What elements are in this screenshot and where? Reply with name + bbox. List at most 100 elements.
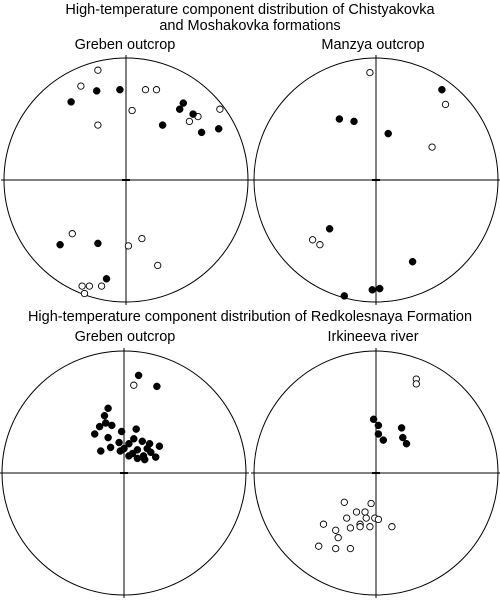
plot-title-irkineeva: Irkineeva river xyxy=(327,329,419,345)
data-point-open xyxy=(366,68,374,77)
plot-title-manzya: Manzya outcrop xyxy=(321,37,425,53)
data-point-open xyxy=(374,515,383,524)
data-point-open xyxy=(343,514,351,522)
data-point-open xyxy=(141,86,150,94)
data-point-open xyxy=(97,282,106,290)
data-point-filled xyxy=(106,443,115,452)
data-point-filled xyxy=(397,424,406,432)
data-point-open xyxy=(388,523,396,531)
data-point-open xyxy=(308,236,317,244)
data-point-open xyxy=(216,105,224,113)
section-title-chistyakovka: High-temperature component distribution … xyxy=(65,2,435,34)
data-point-filled xyxy=(368,286,377,294)
data-point-open xyxy=(128,106,136,115)
section-title-redkolesnaya: High-temperature component distribution … xyxy=(27,309,473,325)
data-point-filled xyxy=(125,452,133,460)
data-point-filled xyxy=(374,421,383,430)
data-point-filled xyxy=(325,225,334,233)
data-point-filled xyxy=(197,128,206,137)
plot-title-greben-2: Greben outcrop xyxy=(74,329,176,345)
data-point-open xyxy=(138,234,146,243)
data-point-open xyxy=(319,520,328,528)
data-point-open xyxy=(315,542,323,550)
data-point-filled xyxy=(95,422,104,431)
data-point-filled xyxy=(56,240,64,249)
data-point-open xyxy=(428,143,436,151)
data-point-open xyxy=(361,508,369,516)
data-point-filled xyxy=(102,275,111,283)
data-point-filled xyxy=(402,439,411,448)
data-point-open xyxy=(94,66,102,74)
data-point-open xyxy=(124,242,133,250)
data-point-open xyxy=(85,282,94,290)
data-point-open xyxy=(340,498,348,506)
data-point-filled xyxy=(140,455,149,464)
data-point-filled xyxy=(399,433,407,442)
data-point-open xyxy=(77,82,85,90)
data-point-filled xyxy=(374,430,383,438)
data-point-filled xyxy=(340,292,349,300)
data-point-open xyxy=(352,508,361,516)
data-point-filled xyxy=(104,433,112,442)
data-point-open xyxy=(78,282,86,290)
data-point-open xyxy=(154,261,162,270)
stereonet-greben-1 xyxy=(1,55,251,305)
data-point-filled xyxy=(147,448,155,457)
data-point-filled xyxy=(189,110,197,118)
data-point-filled xyxy=(67,98,75,106)
data-point-filled xyxy=(130,435,138,443)
data-point-filled xyxy=(115,438,123,447)
data-point-filled xyxy=(179,99,188,107)
data-point-filled xyxy=(100,411,109,420)
data-point-filled xyxy=(379,436,388,444)
data-point-open xyxy=(334,534,342,542)
data-point-filled xyxy=(151,453,160,461)
data-point-open xyxy=(152,86,161,94)
data-point-filled xyxy=(214,125,223,133)
data-point-filled xyxy=(158,121,167,129)
data-point-filled xyxy=(133,454,142,463)
data-point-open xyxy=(346,524,355,532)
data-point-filled xyxy=(138,437,147,446)
data-point-filled xyxy=(116,447,125,455)
data-point-open xyxy=(362,514,370,522)
data-point-open xyxy=(332,526,340,534)
data-point-filled xyxy=(104,404,112,413)
data-point-open xyxy=(68,230,76,238)
data-point-filled xyxy=(175,105,184,113)
stereonet-irkineeva xyxy=(251,348,500,598)
data-point-filled xyxy=(369,415,378,424)
data-point-open xyxy=(367,499,375,508)
data-point-open xyxy=(130,381,138,389)
data-point-open xyxy=(412,380,420,388)
data-point-filled xyxy=(438,85,446,94)
data-point-filled xyxy=(125,439,133,448)
data-point-filled xyxy=(384,129,392,138)
data-point-open xyxy=(356,523,364,531)
data-point-filled xyxy=(335,115,344,123)
data-point-open xyxy=(346,544,355,553)
data-point-open xyxy=(366,523,374,531)
data-point-filled xyxy=(97,447,105,455)
data-point-filled xyxy=(92,87,101,95)
data-point-filled xyxy=(132,425,140,433)
data-point-open xyxy=(332,544,340,553)
plot-title-greben-1: Greben outcrop xyxy=(74,37,176,53)
data-point-open xyxy=(316,241,324,249)
data-point-filled xyxy=(134,371,143,380)
data-point-filled xyxy=(155,442,164,450)
data-point-filled xyxy=(117,427,126,436)
data-point-filled xyxy=(153,382,161,391)
stereonet-manzya xyxy=(251,55,500,305)
data-point-open xyxy=(185,117,194,126)
data-point-filled xyxy=(116,85,124,94)
data-point-open xyxy=(94,121,102,129)
data-point-filled xyxy=(375,284,384,293)
data-point-filled xyxy=(94,239,102,248)
data-point-open xyxy=(441,100,450,109)
data-point-filled xyxy=(408,257,417,266)
stereonet-greben-2 xyxy=(0,348,249,598)
data-point-filled xyxy=(108,421,116,430)
data-point-filled xyxy=(90,430,99,438)
